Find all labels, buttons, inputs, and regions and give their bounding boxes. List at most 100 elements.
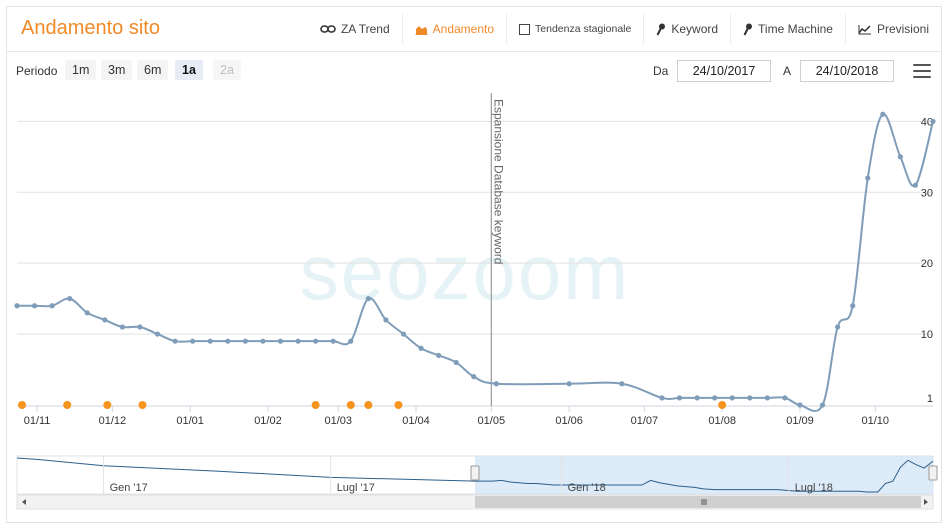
x-tick-label: 01/11 [24, 415, 51, 427]
grid [17, 120, 933, 407]
data-point [137, 324, 143, 330]
toolbar: ZA Trend Andamento Tendenza stagionale K… [308, 14, 941, 44]
key-icon [743, 23, 753, 35]
data-point [819, 402, 826, 408]
data-point [912, 182, 919, 188]
period-controls: Periodo 1m 3m 6m 1a 2a Da A [7, 57, 941, 83]
page-title: Andamento sito [21, 17, 160, 39]
tab-time-machine[interactable]: Time Machine [730, 14, 845, 44]
data-point [207, 338, 213, 344]
to-date-input[interactable] [800, 60, 894, 82]
scroll-right-icon[interactable] [924, 499, 928, 505]
x-tick-label: 01/01 [176, 415, 204, 427]
chart-panel: Andamento sito ZA Trend Andamento Tenden… [6, 6, 942, 523]
tab-andamento[interactable]: Andamento [401, 14, 506, 44]
event-marker [718, 401, 727, 409]
data-point [172, 338, 178, 344]
x-tick-label: 01/04 [402, 415, 430, 427]
data-point [471, 374, 477, 380]
data-point [729, 395, 735, 401]
checkbox-icon[interactable] [519, 23, 531, 35]
tendenza-stagionale-label: Tendenza stagionale [535, 23, 632, 35]
data-point [850, 303, 856, 309]
x-tick-label: 01/10 [862, 415, 890, 427]
tab-andamento-label: Andamento [432, 22, 495, 36]
data-point [225, 338, 231, 344]
event-marker [63, 401, 72, 409]
y-tick-label: 30 [921, 187, 933, 199]
data-point [295, 338, 301, 344]
event-marker [138, 401, 147, 409]
data-point [897, 154, 903, 160]
panel-header: Andamento sito ZA Trend Andamento Tenden… [7, 7, 941, 52]
data-point [930, 118, 936, 124]
area-chart-icon [415, 25, 428, 35]
x-tick-label: 01/09 [786, 415, 814, 427]
navigator-series [16, 457, 934, 493]
data-point [365, 296, 371, 302]
navigator-label: Lugl '17 [337, 482, 375, 494]
data-point [84, 310, 90, 316]
data-point [436, 352, 442, 358]
scrollbar-thumb[interactable] [475, 496, 921, 508]
y-tick-label: 40 [921, 116, 933, 128]
link-icon [320, 25, 336, 33]
x-tick-label: 01/05 [478, 415, 506, 427]
line-chart-icon [858, 24, 871, 34]
tab-previsioni-label: Previsioni [876, 22, 929, 36]
watermark-text: seozoom [300, 228, 631, 316]
menu-line-icon [913, 76, 931, 78]
x-tick-label: 01/12 [99, 415, 127, 427]
data-point [102, 317, 108, 323]
period-1m-button[interactable]: 1m [65, 60, 97, 80]
events [18, 401, 727, 409]
data-point [493, 381, 499, 387]
key-icon [656, 23, 666, 35]
data-point [659, 395, 665, 401]
navigator-handle[interactable] [928, 465, 938, 481]
from-date-label: Da [653, 64, 669, 78]
x-tick-label: 01/08 [708, 415, 736, 427]
data-point [313, 338, 319, 344]
tendenza-stagionale-toggle[interactable]: Tendenza stagionale [506, 14, 643, 44]
menu-line-icon [913, 70, 931, 72]
period-3m-button[interactable]: 3m [101, 60, 133, 80]
navigator[interactable]: Gen '17 Lugl '17 Gen '18 Lugl '18 [16, 455, 938, 510]
watermark: seozoom [300, 228, 631, 316]
data-point [694, 395, 700, 401]
period-2a-button[interactable]: 2a [213, 60, 241, 80]
y-tick-label: 1 [927, 393, 933, 405]
periodo-label: Periodo [16, 64, 58, 78]
data-point [619, 381, 625, 387]
data-point [835, 324, 841, 330]
navigator-label: Lugl '18 [795, 482, 833, 494]
tab-time-machine-label: Time Machine [758, 22, 833, 36]
chart-menu-button[interactable] [913, 64, 931, 78]
data-point [49, 303, 55, 309]
x-tick-label: 01/07 [631, 415, 659, 427]
navigator-selection [475, 456, 933, 494]
data-point [782, 395, 788, 401]
data-point [383, 317, 389, 323]
period-6m-button[interactable]: 6m [137, 60, 169, 80]
data-point [190, 338, 196, 344]
event-marker [364, 401, 373, 409]
data-point [418, 345, 424, 351]
data-point [764, 395, 770, 401]
tab-previsioni[interactable]: Previsioni [844, 14, 941, 44]
event-marker [394, 401, 403, 409]
tab-za-trend[interactable]: ZA Trend [308, 14, 402, 44]
data-point [277, 338, 284, 344]
data-point [330, 338, 336, 344]
from-date-input[interactable] [677, 60, 771, 82]
navigator-handle[interactable] [470, 465, 480, 481]
tab-keyword[interactable]: Keyword [643, 14, 730, 44]
period-1a-button[interactable]: 1a [175, 60, 203, 80]
data-point [31, 303, 38, 309]
x-tick-label: 01/06 [555, 415, 583, 427]
y-tick-label: 10 [921, 329, 933, 341]
data-point [797, 402, 803, 408]
menu-line-icon [913, 64, 931, 66]
scroll-left-icon[interactable] [22, 499, 26, 505]
